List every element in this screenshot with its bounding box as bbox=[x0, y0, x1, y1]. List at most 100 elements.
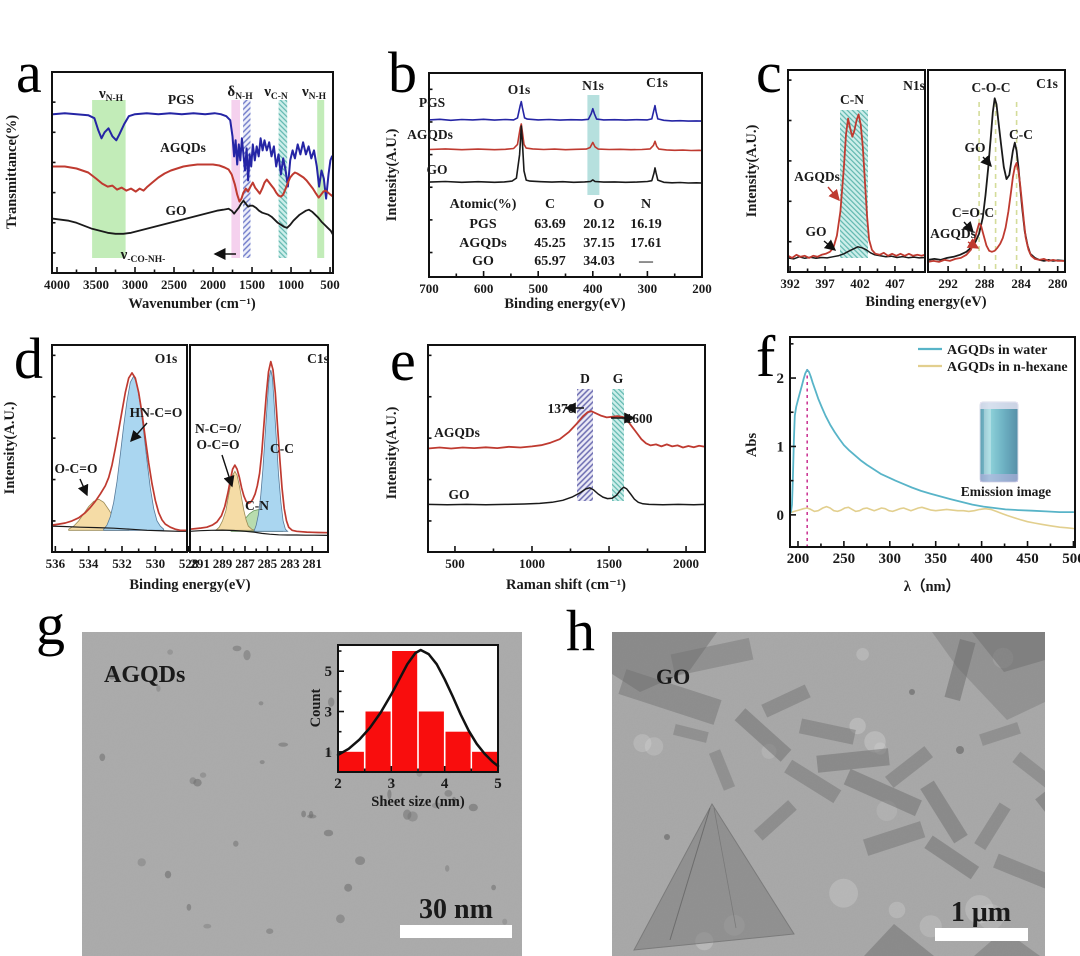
svg-text:65.97: 65.97 bbox=[534, 254, 566, 269]
cn-peak-label: C-N bbox=[245, 498, 269, 513]
hnco-peak-label: HN-C=O bbox=[130, 405, 183, 420]
hnco-component-area bbox=[103, 375, 165, 531]
cuvette-top-highlight bbox=[980, 402, 1018, 409]
y-axis-ticks: 0 1 2 bbox=[777, 343, 796, 524]
panel-letter-a: a bbox=[16, 40, 42, 105]
o1s-y-ticks bbox=[52, 354, 56, 522]
svg-text:GO: GO bbox=[472, 254, 494, 269]
agqds-label-c1s: AGQDs bbox=[930, 226, 976, 241]
y-axis-ticks bbox=[428, 354, 432, 522]
table-row-pgs: PGS 63.69 20.12 16.19 bbox=[469, 217, 661, 232]
o1s-peak-label: O1s bbox=[508, 82, 531, 97]
oco-arrow bbox=[77, 478, 89, 497]
oco-peak-label: O-C=O bbox=[55, 461, 98, 476]
svg-text:350: 350 bbox=[924, 551, 947, 567]
quantum-dots bbox=[99, 645, 508, 934]
svg-text:3: 3 bbox=[325, 705, 333, 721]
panel-letter-g: g bbox=[36, 592, 65, 657]
go-series-label: GO bbox=[165, 203, 186, 218]
c1s-envelope bbox=[189, 360, 329, 534]
svg-text:289: 289 bbox=[213, 556, 233, 571]
agqds-arrow-c1s bbox=[966, 238, 980, 249]
g-band bbox=[612, 389, 624, 501]
axes-frame bbox=[789, 336, 1076, 548]
cc-peak-label: C-C bbox=[1009, 127, 1033, 142]
svg-text:292: 292 bbox=[938, 276, 958, 291]
c1s-peak-label: C1s bbox=[646, 75, 668, 90]
n1s-y-ticks bbox=[788, 79, 792, 243]
d-band bbox=[577, 389, 593, 501]
x-axis-title: Raman shift (cm⁻¹) bbox=[506, 577, 626, 593]
nco-component-area bbox=[214, 470, 256, 531]
c1s-region-label: C1s bbox=[1036, 76, 1058, 91]
svg-text:3000: 3000 bbox=[122, 277, 148, 292]
go-series-label: GO bbox=[426, 162, 447, 177]
svg-text:1500: 1500 bbox=[239, 277, 265, 292]
agqds-arrow-n1s bbox=[827, 186, 840, 202]
table-header-o: O bbox=[594, 197, 605, 212]
table-header-n: N bbox=[641, 197, 651, 212]
x-axis-ticks: 700 600 500 400 300 200 bbox=[419, 271, 712, 296]
svg-text:280: 280 bbox=[1048, 276, 1068, 291]
svg-text:200: 200 bbox=[787, 551, 810, 567]
svg-text:37.15: 37.15 bbox=[583, 236, 615, 251]
panel-letter-d: d bbox=[14, 326, 43, 391]
pgs-curve bbox=[428, 100, 703, 122]
panel-c-xps-n1s-c1s-chart: N1s C-N AGQDs GO C1s C-O-C C-C C=O-C GO … bbox=[744, 69, 1067, 310]
annotation-dnh: δN-H bbox=[227, 84, 253, 102]
svg-text:500: 500 bbox=[320, 277, 340, 292]
x-axis-ticks: 500 1000 1500 2000 bbox=[445, 546, 699, 571]
pgs-series-label: PGS bbox=[419, 95, 445, 110]
svg-text:4000: 4000 bbox=[44, 277, 70, 292]
atomic-percent-table: Atomic(%) C O N PGS 63.69 20.12 16.19 AG… bbox=[450, 197, 662, 269]
svg-text:PGS: PGS bbox=[469, 217, 496, 232]
legend-label-hexane: AGQDs in n-hexane bbox=[947, 360, 1068, 375]
go-series-label: GO bbox=[448, 487, 469, 502]
svg-text:281: 281 bbox=[303, 556, 323, 571]
table-row-go: GO 65.97 34.03 — bbox=[472, 254, 654, 269]
svg-text:536: 536 bbox=[46, 556, 66, 571]
svg-text:2: 2 bbox=[777, 371, 785, 387]
panel-h-tem-go: GO 1 μm bbox=[612, 632, 1045, 956]
pgs-series-label: PGS bbox=[168, 92, 194, 107]
nco-peak-label-1: N-C=O/ bbox=[195, 421, 241, 436]
agqds-series-label: AGQDs bbox=[160, 140, 206, 155]
svg-text:500: 500 bbox=[445, 556, 465, 571]
panel-letter-b: b bbox=[388, 40, 417, 105]
table-row-agqds: AGQDs 45.25 37.15 17.61 bbox=[459, 236, 661, 251]
n1s-axes-frame bbox=[787, 69, 926, 273]
band-cn-stretch bbox=[278, 100, 288, 258]
svg-text:532: 532 bbox=[112, 556, 132, 571]
svg-text:20.12: 20.12 bbox=[583, 217, 615, 232]
annotation-cn: νC-N bbox=[263, 84, 288, 102]
svg-text:3500: 3500 bbox=[83, 277, 109, 292]
y-axis-title: Abs bbox=[744, 433, 760, 458]
scale-bar bbox=[400, 925, 512, 938]
panel-f-uvvis-chart: AGQDs in water AGQDs in n-hexane Emissio… bbox=[744, 336, 1080, 595]
svg-text:—: — bbox=[638, 254, 654, 269]
c1s-x-ticks: 292 288 284 280 bbox=[938, 266, 1067, 291]
o1s-x-ticks: 536 534 532 530 528 bbox=[46, 546, 199, 571]
o1s-envelope bbox=[51, 372, 188, 532]
svg-text:285: 285 bbox=[258, 556, 278, 571]
histogram-x-title: Sheet size (nm) bbox=[371, 794, 465, 810]
agqds-c1s-curve bbox=[927, 162, 1066, 263]
svg-text:45.25: 45.25 bbox=[534, 236, 566, 251]
panel-g-tem-agqds: AGQDs 2 3 4 5 1 3 5 Sheet size (nm) Count 30 … bbox=[82, 632, 522, 956]
y-axis-title: Intensity(A.U.) bbox=[384, 407, 400, 500]
svg-text:5: 5 bbox=[494, 776, 502, 792]
svg-text:407: 407 bbox=[885, 276, 905, 291]
panel-letter-c: c bbox=[756, 40, 782, 105]
svg-text:534: 534 bbox=[79, 556, 99, 571]
histogram-y-title: Count bbox=[308, 688, 324, 727]
agqds-n1s-curve bbox=[787, 113, 926, 259]
c1s-region-label: C1s bbox=[307, 351, 329, 366]
svg-text:2000: 2000 bbox=[200, 277, 226, 292]
annotation-nh1: νN-H bbox=[98, 86, 124, 104]
svg-text:288: 288 bbox=[975, 276, 995, 291]
x-axis-title: Binding energy(eV) bbox=[129, 577, 250, 593]
svg-text:2500: 2500 bbox=[161, 277, 187, 292]
svg-text:4: 4 bbox=[441, 776, 449, 792]
go-arrow-c1s bbox=[980, 154, 992, 168]
